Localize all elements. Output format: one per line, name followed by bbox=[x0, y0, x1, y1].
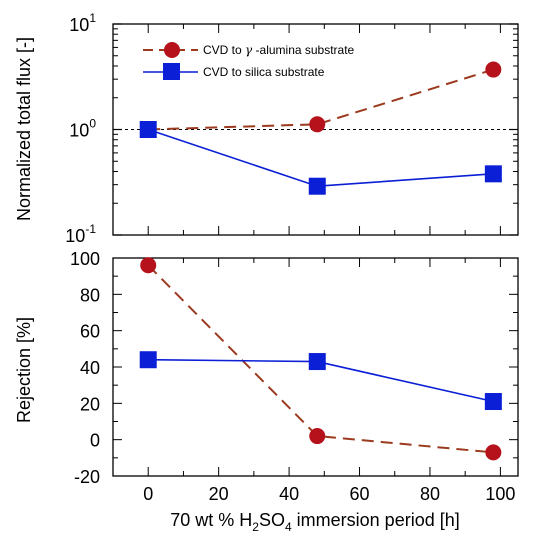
bottom-y-tick-label: 60 bbox=[80, 322, 100, 342]
bottom-x-tick-label: 0 bbox=[143, 484, 153, 504]
bottom-series bbox=[139, 257, 502, 461]
x-axis-label: 70 wt % H2SO4 immersion period [h] bbox=[170, 510, 460, 534]
bottom-x-tick-label: 20 bbox=[209, 484, 229, 504]
top-silica-point bbox=[484, 165, 502, 183]
bottom-alumina-line bbox=[147, 264, 494, 454]
top-x-ticks bbox=[147, 24, 501, 235]
bottom-x-ticks: 0 20 40 60 80 100 bbox=[143, 258, 515, 504]
top-silica-point bbox=[139, 121, 157, 138]
top-silica-line bbox=[147, 128, 494, 188]
legend-silica-label: CVD to silica substrate bbox=[203, 65, 325, 79]
top-y-axis-label: Normalized total flux [-] bbox=[14, 37, 34, 221]
top-alumina-point bbox=[485, 61, 502, 78]
top-y-tick-label: 100 bbox=[69, 117, 96, 141]
bottom-alumina-point bbox=[309, 428, 326, 445]
top-y-tick-label: 101 bbox=[69, 11, 96, 35]
bottom-y-tick-label: 0 bbox=[90, 431, 100, 451]
bottom-y-tick-label: -20 bbox=[74, 467, 100, 487]
top-series bbox=[139, 61, 502, 195]
bottom-x-tick-label: 40 bbox=[279, 484, 299, 504]
top-y-tick-label: 10-1 bbox=[65, 222, 96, 246]
top-panel: 101 100 10-1 Normalized total flux [-] CVD… bbox=[14, 11, 519, 246]
bottom-y-tick-label: 100 bbox=[70, 249, 100, 269]
legend-alumina-marker bbox=[164, 42, 180, 58]
bottom-alumina-point bbox=[485, 444, 502, 461]
bottom-y-tick-label: 40 bbox=[80, 358, 100, 378]
bottom-alumina-point bbox=[140, 257, 157, 274]
legend-silica-marker bbox=[163, 63, 180, 80]
legend-alumina-label: CVD to γ -alumina substrate bbox=[203, 43, 355, 57]
top-y-ticks: 101 100 10-1 bbox=[65, 11, 518, 246]
bottom-y-axis-label: Rejection [%] bbox=[14, 317, 34, 423]
bottom-x-tick-label: 100 bbox=[485, 484, 515, 504]
top-alumina-point bbox=[309, 116, 326, 133]
legend: CVD to γ -alumina substrate CVD to silic… bbox=[143, 42, 355, 80]
bottom-x-tick-label: 80 bbox=[420, 484, 440, 504]
bottom-panel: 100 80 60 40 20 0 -20 0 20 40 60 80 100 Rejection [… bbox=[14, 249, 519, 534]
bottom-silica-point bbox=[308, 353, 326, 371]
bottom-x-tick-label: 60 bbox=[350, 484, 370, 504]
bottom-silica-point bbox=[484, 393, 502, 411]
bottom-silica-point bbox=[139, 351, 157, 369]
bottom-y-ticks: 100 80 60 40 20 0 -20 bbox=[70, 249, 518, 487]
bottom-y-tick-label: 20 bbox=[80, 394, 100, 414]
top-silica-point bbox=[308, 177, 326, 195]
bottom-y-tick-label: 80 bbox=[80, 285, 100, 305]
top-alumina-line bbox=[148, 68, 494, 131]
